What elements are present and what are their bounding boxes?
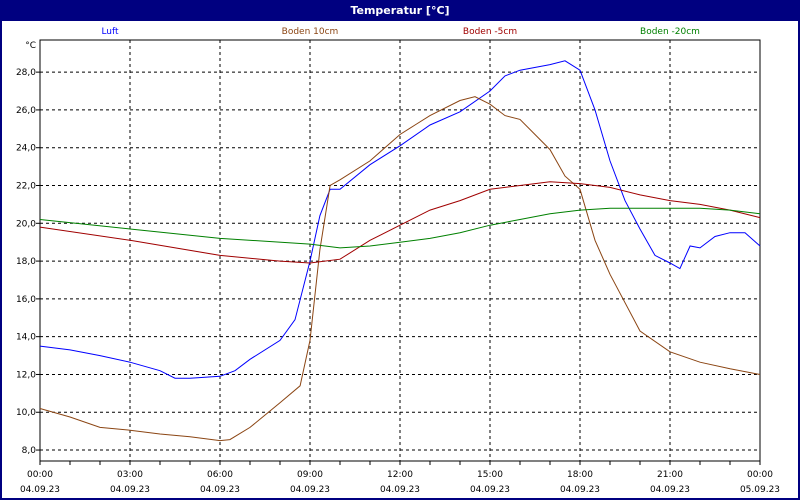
y-axis-unit: °C [25,41,36,51]
x-tick-date: 04.09.23 [380,485,420,495]
x-tick-time: 00:00 [27,470,53,480]
y-tick-label: 18,0 [16,257,36,267]
y-tick-label: 26,0 [16,106,36,116]
x-tick-date: 04.09.23 [560,485,600,495]
series-line-luft [39,60,761,379]
y-tick-label: 28,0 [16,68,36,78]
y-tick-label: 16,0 [16,295,36,305]
x-tick-date: 04.09.23 [200,485,240,495]
y-tick-label: 8,0 [22,446,37,456]
x-tick-time: 15:00 [477,470,503,480]
legend-entry: Boden -20cm [640,27,700,37]
x-tick-date: 04.09.23 [470,485,510,495]
legend-entry: Boden 10cm [282,27,339,37]
x-tick-date: 04.09.23 [110,485,150,495]
y-tick-label: 22,0 [16,181,36,191]
series-line-boden-20cm [39,207,761,249]
x-tick-time: 06:00 [207,470,233,480]
x-tick-date: 04.09.23 [20,485,60,495]
y-tick-label: 14,0 [16,333,36,343]
x-tick-time: 09:00 [297,470,323,480]
x-tick-date: 05.09.23 [740,485,780,495]
plot-frame [39,39,761,462]
y-tick-label: 20,0 [16,219,36,229]
x-tick-time: 12:00 [387,470,413,480]
window-title: Temperatur [°C] [2,2,798,21]
x-tick-time: 21:00 [657,470,683,480]
series-line-boden-10cm [39,96,761,442]
y-tick-label: 24,0 [16,144,36,154]
x-tick-time: 18:00 [567,470,593,480]
legend-entry: Boden -5cm [463,27,517,37]
y-tick-label: 12,0 [16,370,36,380]
x-tick-date: 04.09.23 [650,485,690,495]
x-tick-time: 03:00 [117,470,143,480]
x-tick-time: 00:00 [747,470,773,480]
x-tick-date: 04.09.23 [290,485,330,495]
y-tick-label: 10,0 [16,408,36,418]
legend-entry: Luft [101,27,119,37]
series-line-boden-5cm [39,181,761,264]
